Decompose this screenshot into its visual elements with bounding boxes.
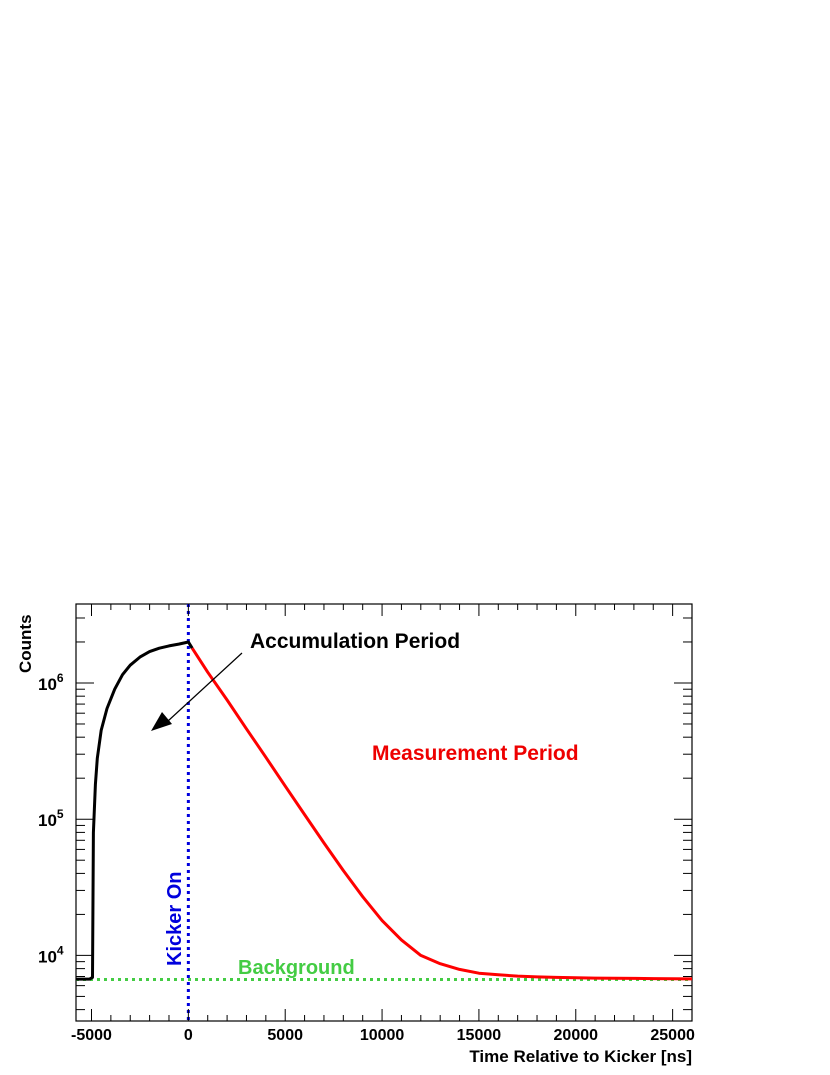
y-tick-label-exponent: 5 — [57, 807, 64, 821]
y-tick-label-base: 10 — [38, 811, 57, 830]
x-tick-label: 5000 — [267, 1027, 303, 1044]
reference-lines — [76, 604, 692, 1021]
y-tick-label: 106 — [38, 671, 64, 694]
accumulation-period-annotation: Accumulation Period — [250, 630, 460, 653]
y-tick-label: 104 — [38, 943, 64, 966]
y-tick-label-base: 10 — [38, 675, 57, 694]
x-tick-label: 15000 — [457, 1027, 502, 1044]
series-line-2 — [190, 647, 693, 981]
x-tick-label: 25000 — [650, 1027, 695, 1044]
x-tick-label: 0 — [184, 1027, 193, 1044]
accumulation-arrow-head — [151, 712, 172, 731]
series-group — [76, 640, 693, 981]
background-label: Background — [238, 957, 355, 979]
x-tick-label: 20000 — [554, 1027, 599, 1044]
x-tick-labels: -5000 0 5000 10000 15000 20000 25000 — [71, 1027, 695, 1044]
x-tick-label: -5000 — [71, 1027, 112, 1044]
x-axis-label: Time Relative to Kicker [ns] — [469, 1047, 692, 1066]
kicker-on-label: Kicker On — [164, 872, 186, 966]
y-tick-label-exponent: 6 — [57, 671, 64, 685]
y-axis-label: Counts — [16, 614, 35, 673]
accumulation-arrow-line — [167, 652, 243, 722]
x-tick-label: 10000 — [360, 1027, 405, 1044]
y-tick-label-base: 10 — [38, 947, 57, 966]
plot-frame — [75, 603, 693, 1022]
axis-ticks — [76, 604, 693, 1021]
measurement-period-annotation: Measurement Period — [372, 742, 579, 765]
y-tick-label: 105 — [38, 807, 64, 830]
series-line-1 — [76, 640, 194, 981]
y-tick-label-exponent: 4 — [57, 943, 64, 957]
